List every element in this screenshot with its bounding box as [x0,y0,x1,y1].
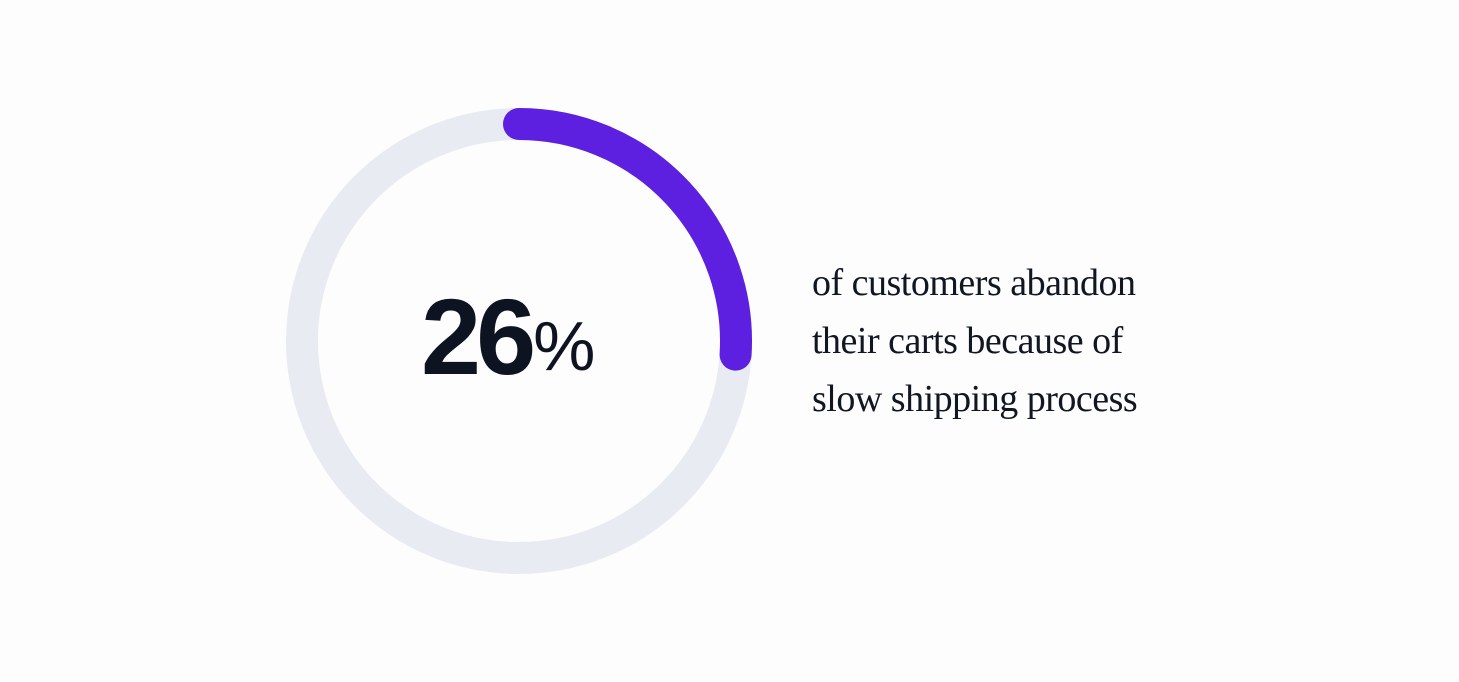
percentage-number: 26 [421,276,536,397]
caption-line-3: slow shipping process [812,378,1138,420]
stat-caption: of customers abandon their carts because… [812,254,1242,428]
caption-line-1: of customers abandon [812,262,1136,304]
percent-sign: % [533,307,596,385]
caption-line-2: their carts because of [812,320,1123,362]
percentage-readout: 26 % [421,281,595,391]
ring-progress-arc [503,108,752,371]
